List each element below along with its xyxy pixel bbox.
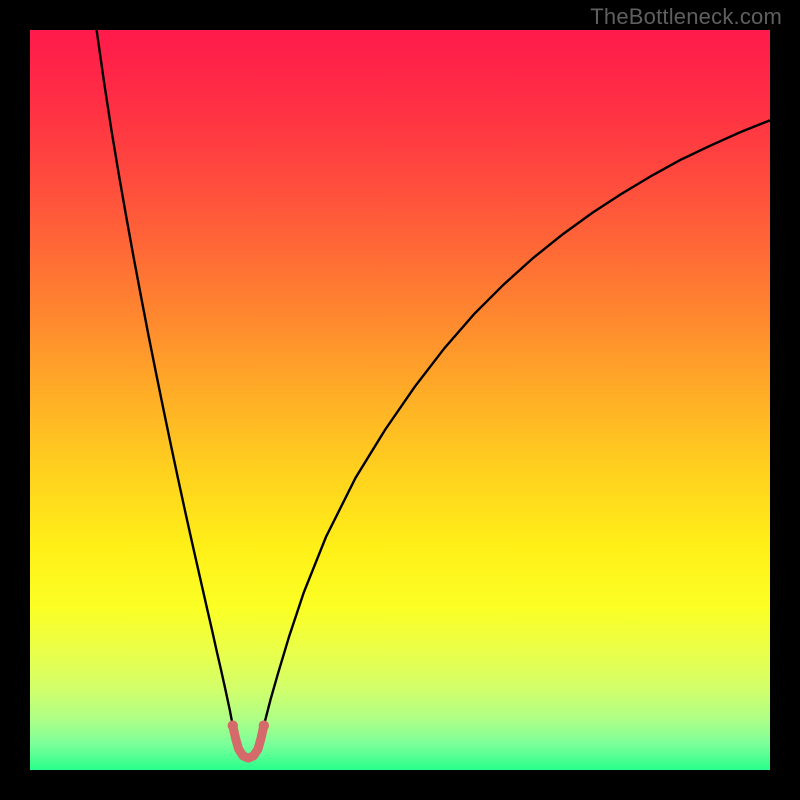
plot-area (30, 30, 770, 770)
gradient-background (30, 30, 770, 770)
chart-frame: TheBottleneck.com (0, 0, 800, 800)
watermark-text: TheBottleneck.com (590, 4, 782, 30)
bottleneck-curve-chart (30, 30, 770, 770)
